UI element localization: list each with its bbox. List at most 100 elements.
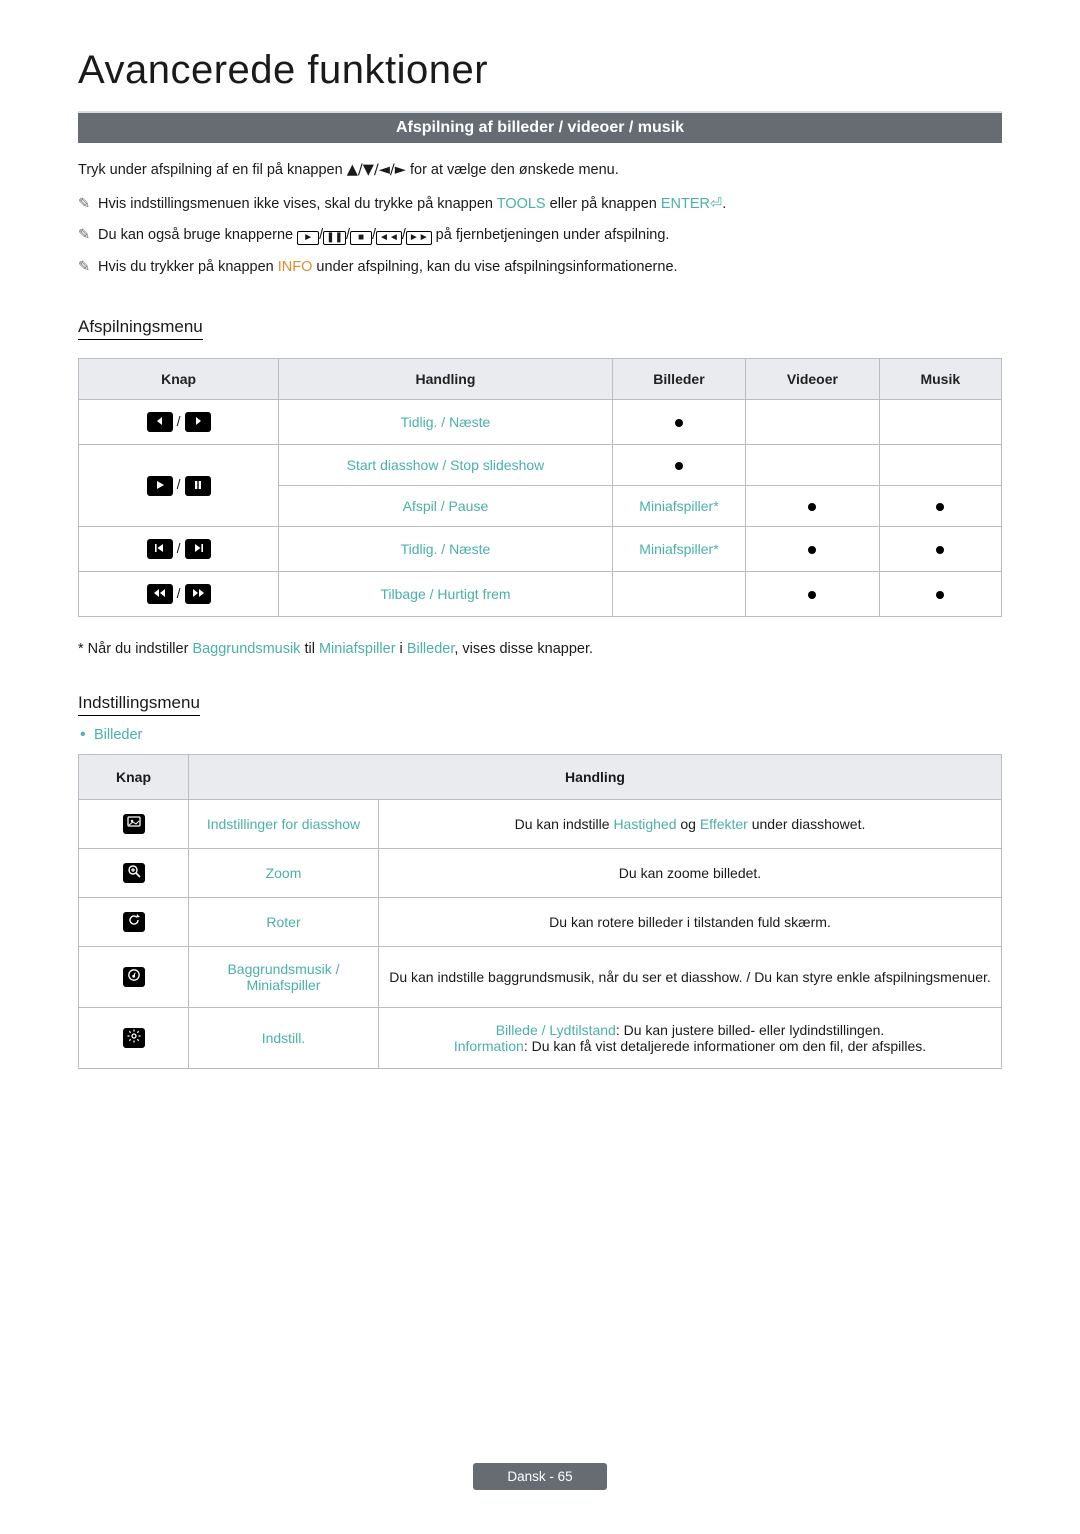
cell-icon — [79, 849, 189, 898]
fn-bg: Baggrundsmusik — [192, 641, 300, 657]
desc-part: Du kan indstille — [515, 816, 614, 832]
dot-icon — [808, 503, 816, 511]
cell-desc: Du kan rotere billeder i tilstanden fuld… — [379, 898, 1002, 947]
col-knap: Knap — [79, 755, 189, 800]
cell-musik — [879, 572, 1001, 617]
action-text: Tidlig. / Næste — [401, 414, 491, 430]
section-bar: Afspilning af billeder / videoer / musik — [78, 113, 1002, 143]
cell-billeder — [612, 445, 745, 486]
note1-mid: eller på knappen — [546, 196, 661, 212]
cell-icons: / — [79, 527, 279, 572]
cell-icon — [79, 800, 189, 849]
cell-billeder — [612, 400, 745, 445]
zoom-icon — [123, 863, 145, 883]
cell-icons: / — [79, 445, 279, 527]
dot-icon — [936, 591, 944, 599]
table-row: / Tidlig. / Næste Miniafspiller* — [79, 527, 1002, 572]
page-title: Avancerede funktioner — [78, 48, 1002, 93]
cell-desc: Du kan zoome billedet. — [379, 849, 1002, 898]
afspilningsmenu-table: Knap Handling Billeder Videoer Musik / T… — [78, 358, 1002, 617]
cell-action: Start diasshow / Stop slideshow — [279, 445, 613, 486]
cell-label: Roter — [189, 898, 379, 947]
table-row: ZoomDu kan zoome billedet. — [79, 849, 1002, 898]
cell-icon — [79, 1008, 189, 1069]
enter-label: ENTER — [661, 196, 710, 212]
fwd-icon — [185, 584, 211, 604]
skip-next-icon — [185, 539, 211, 559]
page-footer: Dansk - 65 — [0, 1463, 1080, 1490]
fn-mid1: til — [300, 641, 319, 657]
table-row: Indstill.Billede / Lydtilstand: Du kan j… — [79, 1008, 1002, 1069]
note-1: ✎ Hvis indstillingsmenuen ikke vises, sk… — [78, 191, 1002, 219]
intro-line1-pre: Tryk under afspilning af en fil på knapp… — [78, 162, 347, 178]
note-mark-icon: ✎ — [78, 191, 94, 219]
dot-icon — [675, 419, 683, 427]
dot-icon — [808, 546, 816, 554]
cell-musik — [879, 445, 1001, 486]
cell-icons: / — [79, 400, 279, 445]
skip-prev-icon — [147, 539, 173, 559]
table-row: Indstillinger for diasshowDu kan indstil… — [79, 800, 1002, 849]
note3-pre: Hvis du trykker på knappen — [98, 259, 278, 275]
cell-musik — [879, 486, 1001, 527]
indstillingsmenu-heading: Indstillingsmenu — [78, 693, 200, 716]
note-mark-icon: ✎ — [78, 254, 94, 282]
cell-musik — [879, 527, 1001, 572]
cell-action: Tidlig. / Næste — [279, 400, 613, 445]
note-3: ✎ Hvis du trykker på knappen INFO under … — [78, 254, 1002, 282]
col-knap: Knap — [79, 359, 279, 400]
fn-mid2: i — [396, 641, 407, 657]
enter-icon: ⏎ — [710, 196, 722, 212]
play-icon — [147, 476, 173, 496]
note2-pre: Du kan også bruge knapperne — [98, 227, 297, 243]
rotate-icon — [123, 912, 145, 932]
desc-part: : Du kan justere billed- eller lydindsti… — [616, 1022, 884, 1038]
info-label: INFO — [278, 259, 313, 275]
action-text: Tidlig. / Næste — [401, 541, 491, 557]
cell-desc: Du kan indstille Hastighed og Effekter u… — [379, 800, 1002, 849]
cell-action: Tilbage / Hurtigt frem — [279, 572, 613, 617]
tools-label: TOOLS — [497, 196, 546, 212]
rewind-icon — [147, 584, 173, 604]
table-row: / Start diasshow / Stop slideshow — [79, 445, 1002, 486]
remote-rew-icon: ◄◄ — [376, 231, 402, 245]
dot-icon — [675, 462, 683, 470]
cell-icon — [79, 947, 189, 1008]
dot-icon — [808, 591, 816, 599]
desc-part: Du kan zoome billedet. — [619, 865, 761, 881]
desc-part: Du kan indstille baggrundsmusik, når du … — [389, 969, 991, 985]
remote-play-icon: ► — [297, 231, 319, 245]
note1-pre: Hvis indstillingsmenuen ikke vises, skal… — [98, 196, 497, 212]
cell-desc: Du kan indstille baggrundsmusik, når du … — [379, 947, 1002, 1008]
content: Tryk under afspilning af en fil på knapp… — [78, 157, 1002, 1069]
remote-stop-icon: ■ — [350, 231, 372, 245]
table-header-row: Knap Handling Billeder Videoer Musik — [79, 359, 1002, 400]
cell-videoer — [746, 400, 879, 445]
col-billeder: Billeder — [612, 359, 745, 400]
action-text: Afspil / Pause — [403, 498, 489, 514]
table-row: Baggrundsmusik / MiniafspillerDu kan ind… — [79, 947, 1002, 1008]
cell-billeder — [612, 572, 745, 617]
indstillingsmenu-bullets: Billeder — [78, 726, 1002, 744]
desc-part: Billede / Lydtilstand — [496, 1022, 616, 1038]
col-handling: Handling — [189, 755, 1002, 800]
intro-line1: Tryk under afspilning af en fil på knapp… — [78, 157, 1002, 185]
fn-post: , vises disse knapper. — [454, 641, 593, 657]
table-row: RoterDu kan rotere billeder i tilstanden… — [79, 898, 1002, 947]
cell-label: Indstillinger for diasshow — [189, 800, 379, 849]
settings-icon — [123, 1028, 145, 1048]
title-wrap: Avancerede funktioner Afspilning af bill… — [78, 48, 1002, 117]
cell-action: Afspil / Pause — [279, 486, 613, 527]
note-2: ✎ Du kan også bruge knapperne ►/❚❚/■/◄◄/… — [78, 222, 1002, 250]
cell-billeder: Miniafspiller* — [612, 486, 745, 527]
chev-left-icon — [147, 412, 173, 432]
intro-line1-post: for at vælge den ønskede menu. — [406, 162, 619, 178]
col-musik: Musik — [879, 359, 1001, 400]
desc-part: Effekter — [700, 816, 748, 832]
cell-action: Tidlig. / Næste — [279, 527, 613, 572]
action-text: Tilbage / Hurtigt frem — [380, 586, 510, 602]
cell-videoer — [746, 572, 879, 617]
afspilningsmenu-heading: Afspilningsmenu — [78, 317, 203, 340]
cell-videoer — [746, 527, 879, 572]
dot-icon — [936, 546, 944, 554]
